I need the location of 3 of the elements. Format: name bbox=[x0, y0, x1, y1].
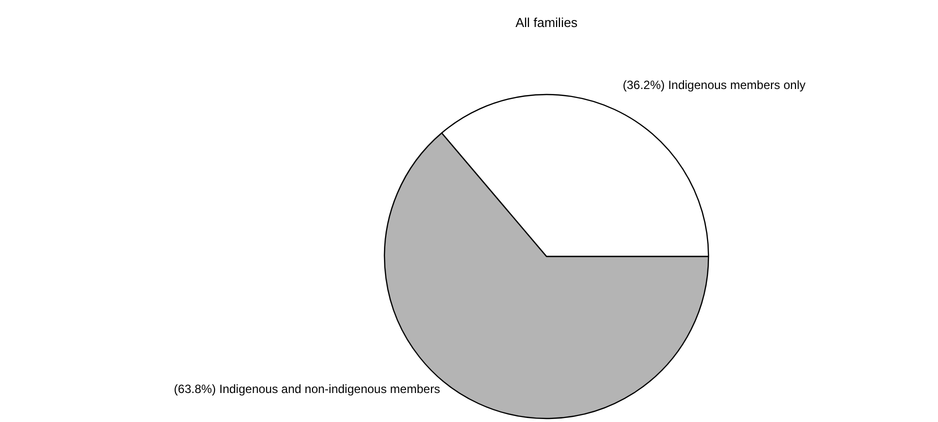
slice-label: (36.2%) Indigenous members only bbox=[622, 78, 806, 92]
chart-title: All families bbox=[515, 15, 578, 30]
slice-label: (63.8%) Indigenous and non-indigenous members bbox=[174, 382, 440, 396]
